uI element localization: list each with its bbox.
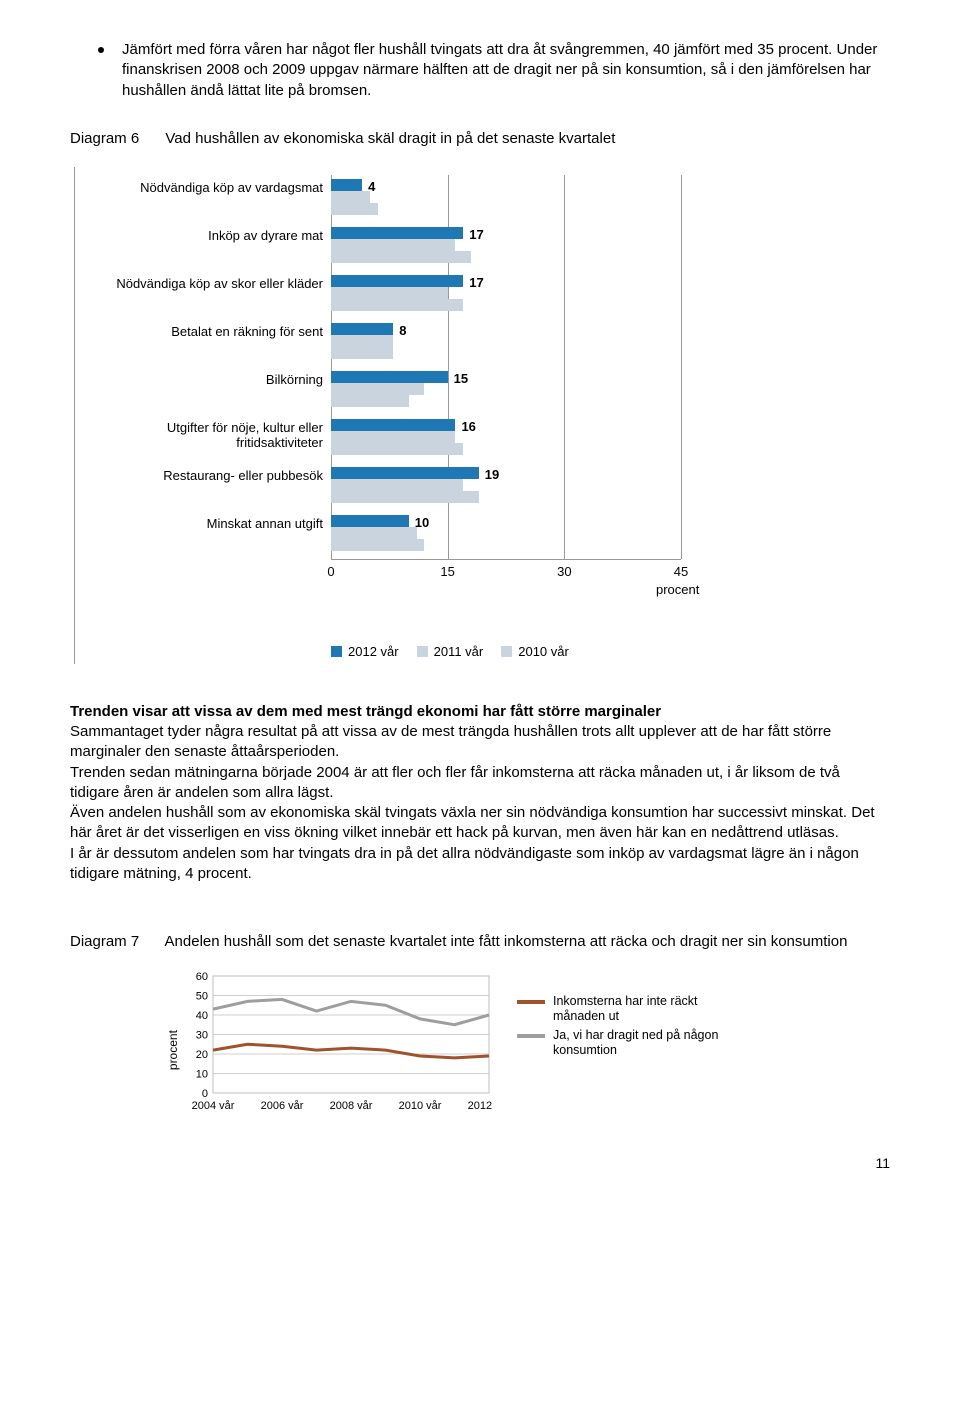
trend-p2: Trenden sedan mätningarna började 2004 ä… <box>70 763 890 804</box>
x-axis-unit: procent <box>656 581 699 599</box>
bullet-item: Jämfört med förra våren har något fler h… <box>70 40 890 101</box>
legend-swatch-icon <box>517 1000 545 1004</box>
bar <box>331 347 393 359</box>
bar <box>331 479 463 491</box>
bar <box>331 287 448 299</box>
bar <box>331 491 479 503</box>
bar <box>331 515 409 527</box>
svg-text:2006 vår: 2006 vår <box>261 1100 304 1112</box>
bar <box>331 179 362 191</box>
diagram7-chart: procent 01020304050602004 vår2006 vår200… <box>185 970 890 1121</box>
page-number: 11 <box>70 1154 890 1173</box>
x-tick-label: 30 <box>557 563 571 581</box>
bar <box>331 191 370 203</box>
legend-label: 2012 vår <box>348 643 399 661</box>
diagram6-caption: Diagram 6 Vad hushållen av ekonomiska sk… <box>70 129 890 149</box>
svg-text:30: 30 <box>196 1030 208 1042</box>
legend-label: 2010 vår <box>518 643 569 661</box>
svg-text:2010 vår: 2010 vår <box>399 1100 442 1112</box>
diagram7-num: Diagram 7 <box>70 932 139 952</box>
diagram7-title: Andelen hushåll som det senaste kvartale… <box>165 933 848 950</box>
bar <box>331 383 424 395</box>
svg-text:50: 50 <box>196 991 208 1003</box>
bar-value-label: 15 <box>454 370 468 388</box>
category-label: Minskat annan utgift <box>101 517 323 532</box>
bar-value-label: 17 <box>469 274 483 292</box>
category-label: Betalat en räkning för sent <box>101 325 323 340</box>
svg-text:20: 20 <box>196 1049 208 1061</box>
legend-item: Inkomsterna har inte räckt månaden ut <box>517 994 723 1024</box>
diagram6-plot: 0 15 30 45procent Nödvändiga köp av vardagsm… <box>101 175 890 599</box>
diagram6-num: Diagram 6 <box>70 129 139 149</box>
diagram6-legend: 2012 vår 2011 vår 2010 vår <box>331 643 890 662</box>
bar <box>331 239 455 251</box>
category-label: Nödvändiga köp av vardagsmat <box>101 181 323 196</box>
bar <box>331 299 463 311</box>
svg-text:60: 60 <box>196 971 208 983</box>
bar <box>331 371 448 383</box>
legend-swatch-icon <box>501 646 512 657</box>
legend-label: 2011 vår <box>434 643 484 661</box>
trend-heading: Trenden visar att vissa av dem med mest … <box>70 702 890 722</box>
bar <box>331 227 463 239</box>
bar <box>331 335 393 347</box>
legend-item: 2010 vår <box>501 643 569 661</box>
gridline <box>564 175 565 559</box>
gridline <box>681 175 682 559</box>
svg-text:2004 vår: 2004 vår <box>192 1100 235 1112</box>
bullet-dot-icon <box>98 47 104 53</box>
svg-text:0: 0 <box>202 1088 208 1100</box>
x-tick-label: 45 <box>674 563 688 581</box>
diagram7-plot: procent 01020304050602004 vår2006 vår200… <box>185 970 495 1121</box>
diagram6-title: Vad hushållen av ekonomiska skäl dragit … <box>165 130 615 147</box>
bar <box>331 467 479 479</box>
svg-text:10: 10 <box>196 1069 208 1081</box>
legend-label: Inkomsterna har inte räckt månaden ut <box>553 994 723 1024</box>
bar-value-label: 16 <box>461 418 475 436</box>
trend-p3: Även andelen hushåll som av ekonomiska s… <box>70 803 890 844</box>
trend-p4: I år är dessutom andelen som har tvingat… <box>70 844 890 885</box>
category-label: Restaurang- eller pubbesök <box>101 469 323 484</box>
legend-item: Ja, vi har dragit ned på någon konsumtio… <box>517 1028 723 1058</box>
bar <box>331 323 393 335</box>
bar <box>331 395 409 407</box>
legend-swatch-icon <box>517 1034 545 1038</box>
legend-item: 2012 vår <box>331 643 399 661</box>
bar <box>331 275 463 287</box>
x-tick-label: 15 <box>440 563 454 581</box>
diagram7-y-unit: procent <box>165 1030 181 1070</box>
diagram7-caption: Diagram 7 Andelen hushåll som det senast… <box>70 932 890 952</box>
x-tick-label: 0 <box>327 563 334 581</box>
diagram7-svg: 0 10 20 30 40 50 60 2004 vår 2006 vår 2008 vår 201… <box>185 970 495 1115</box>
bar <box>331 527 417 539</box>
category-label: Utgifter för nöje, kultur eller fritidsa… <box>101 421 323 451</box>
legend-swatch-icon <box>417 646 428 657</box>
category-label: Bilkörning <box>101 373 323 388</box>
bullet-text: Jämfört med förra våren har något fler h… <box>122 40 890 101</box>
bar-value-label: 19 <box>485 466 499 484</box>
bar <box>331 539 424 551</box>
trend-p1: Sammantaget tyder några resultat på att … <box>70 722 890 763</box>
diagram6-chart: 0 15 30 45procent Nödvändiga köp av vardagsm… <box>74 167 890 664</box>
diagram7-legend: Inkomsterna har inte räckt månaden ut Ja,… <box>517 994 723 1121</box>
bar-value-label: 8 <box>399 322 406 340</box>
legend-label: Ja, vi har dragit ned på någon konsumtio… <box>553 1028 723 1058</box>
bar-value-label: 10 <box>415 514 429 532</box>
bar <box>331 251 471 263</box>
bar <box>331 431 455 443</box>
bar-value-label: 17 <box>469 226 483 244</box>
legend-item: 2011 vår <box>417 643 484 661</box>
svg-text:2012 vår: 2012 vår <box>468 1100 495 1112</box>
legend-swatch-icon <box>331 646 342 657</box>
svg-text:40: 40 <box>196 1010 208 1022</box>
category-label: Inköp av dyrare mat <box>101 229 323 244</box>
bar <box>331 419 455 431</box>
x-axis-line <box>331 559 681 560</box>
bar <box>331 443 463 455</box>
category-label: Nödvändiga köp av skor eller kläder <box>101 277 323 292</box>
svg-text:2008 vår: 2008 vår <box>330 1100 373 1112</box>
bar <box>331 203 378 215</box>
